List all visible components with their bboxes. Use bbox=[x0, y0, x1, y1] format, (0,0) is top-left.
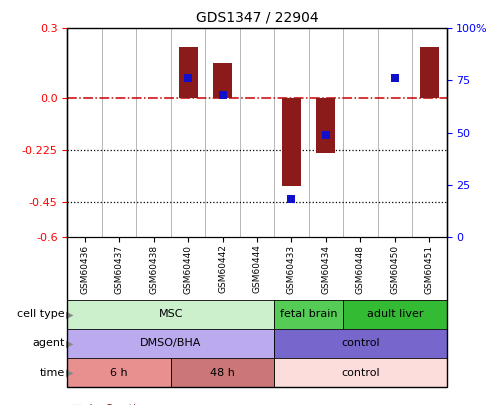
Text: agent: agent bbox=[32, 339, 65, 348]
Text: fetal brain: fetal brain bbox=[280, 309, 337, 319]
Bar bbox=[316, 98, 335, 153]
Text: control: control bbox=[341, 339, 380, 348]
Bar bbox=[274, 358, 447, 387]
Point bbox=[219, 92, 227, 98]
Bar bbox=[179, 47, 198, 98]
Point bbox=[322, 132, 330, 138]
Point bbox=[391, 75, 399, 82]
Text: adult liver: adult liver bbox=[367, 309, 423, 319]
Bar bbox=[274, 329, 447, 358]
Point bbox=[287, 196, 295, 202]
Text: DMSO/BHA: DMSO/BHA bbox=[140, 339, 202, 348]
Text: ▶: ▶ bbox=[66, 368, 73, 377]
Text: ▶: ▶ bbox=[66, 339, 73, 348]
Bar bbox=[274, 300, 343, 329]
Text: 6 h: 6 h bbox=[110, 368, 128, 377]
Text: ▶: ▶ bbox=[66, 309, 73, 319]
Bar bbox=[171, 358, 274, 387]
Text: control: control bbox=[341, 368, 380, 377]
Text: time: time bbox=[39, 368, 65, 377]
Text: 48 h: 48 h bbox=[210, 368, 235, 377]
Bar bbox=[67, 329, 274, 358]
Point bbox=[184, 75, 192, 82]
Text: MSC: MSC bbox=[159, 309, 183, 319]
Bar bbox=[343, 300, 447, 329]
Bar bbox=[67, 300, 274, 329]
Text: cell type: cell type bbox=[17, 309, 65, 319]
Bar bbox=[420, 47, 439, 98]
Title: GDS1347 / 22904: GDS1347 / 22904 bbox=[196, 11, 318, 24]
Bar bbox=[213, 63, 232, 98]
Bar bbox=[282, 98, 301, 186]
Bar bbox=[67, 358, 171, 387]
